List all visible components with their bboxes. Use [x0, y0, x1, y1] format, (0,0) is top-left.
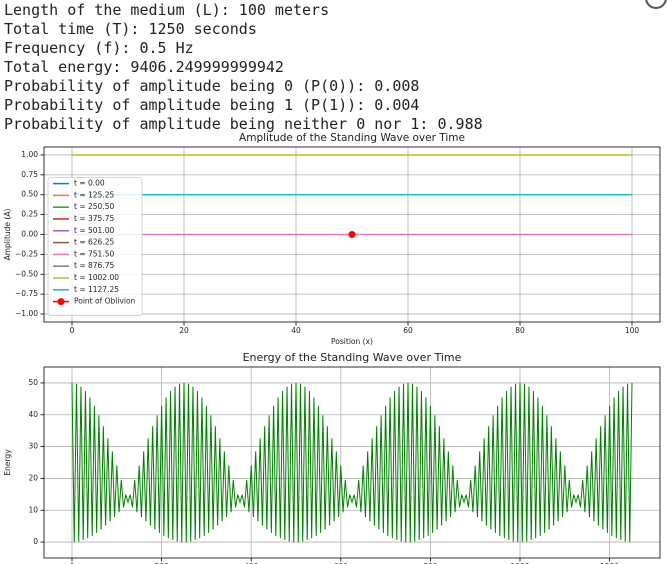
- legend-label: t = 626.25: [74, 238, 114, 247]
- x-tick-label: 60: [403, 326, 413, 335]
- legend-label: t = 0.00: [74, 179, 105, 188]
- plot-frame: [43, 366, 661, 559]
- chart-title: Energy of the Standing Wave over Time: [243, 351, 462, 364]
- x-tick-label: 100: [625, 326, 640, 335]
- y-tick-label: 10: [28, 505, 38, 514]
- y-axis-label: Energy: [3, 449, 12, 476]
- output-line: Total energy: 9406.249999999942: [4, 58, 284, 76]
- text-output: Length of the medium (L): 100 meters Tota…: [4, 1, 483, 134]
- x-tick-label: 600: [334, 562, 349, 564]
- x-tick-label: 0: [70, 562, 75, 564]
- x-tick-label: 80: [515, 326, 525, 335]
- y-tick-label: −0.50: [15, 269, 38, 278]
- y-tick-label: 0.50: [21, 190, 38, 199]
- y-tick-label: 0.75: [21, 170, 38, 179]
- output-line: Length of the medium (L): 100 meters: [4, 1, 330, 19]
- x-tick-label: 1200: [600, 562, 619, 564]
- legend-label: t = 125.25: [74, 190, 114, 199]
- corner-icon: [645, 0, 667, 9]
- legend-label: t = 375.75: [74, 214, 114, 223]
- scatter-point: [348, 231, 356, 238]
- plot-frame: [43, 146, 661, 323]
- chart-title: Amplitude of the Standing Wave over Time: [239, 132, 465, 144]
- x-tick-label: 20: [179, 326, 189, 335]
- x-tick-label: 0: [70, 326, 75, 335]
- output-line: Probability of amplitude being 0 (P(0)):…: [4, 77, 420, 95]
- output-line: Frequency (f): 0.5 Hz: [4, 39, 194, 57]
- x-tick-label: 40: [291, 326, 301, 335]
- y-tick-label: 0.00: [21, 230, 38, 239]
- output-line: Probability of amplitude being neither 0…: [4, 115, 483, 133]
- y-tick-label: 30: [28, 442, 38, 451]
- y-tick-label: 50: [28, 378, 38, 387]
- y-axis-label: Amplitude (A): [3, 209, 12, 261]
- legend-box: [47, 177, 143, 316]
- x-tick-label: 1000: [510, 562, 529, 564]
- y-tick-label: 0: [33, 537, 38, 546]
- y-tick-label: −0.75: [15, 289, 38, 298]
- x-axis-label: Position (x): [331, 337, 373, 346]
- y-tick-label: −0.25: [15, 249, 38, 258]
- legend-label: t = 1127.25: [74, 285, 119, 294]
- x-tick-label: 800: [423, 562, 438, 564]
- y-tick-label: 1.00: [21, 150, 38, 159]
- legend-label: t = 876.75: [74, 261, 114, 270]
- legend-swatch: [57, 298, 65, 306]
- y-tick-label: 0.25: [21, 210, 38, 219]
- data-line: [71, 382, 633, 543]
- y-tick-label: 40: [28, 410, 38, 419]
- legend-label: t = 1002.00: [74, 273, 119, 282]
- legend-label: t = 250.50: [74, 202, 114, 211]
- legend-label: t = 751.50: [74, 249, 114, 258]
- output-line: Probability of amplitude being 1 (P(1)):…: [4, 96, 420, 114]
- x-tick-label: 200: [154, 562, 169, 564]
- y-tick-label: 20: [28, 473, 38, 482]
- legend-label: Point of Oblivion: [74, 297, 136, 306]
- y-tick-label: −1.00: [15, 309, 38, 318]
- x-tick-label: 400: [244, 562, 259, 564]
- output-line: Total time (T): 1250 seconds: [4, 20, 257, 38]
- legend-label: t = 501.00: [74, 226, 114, 235]
